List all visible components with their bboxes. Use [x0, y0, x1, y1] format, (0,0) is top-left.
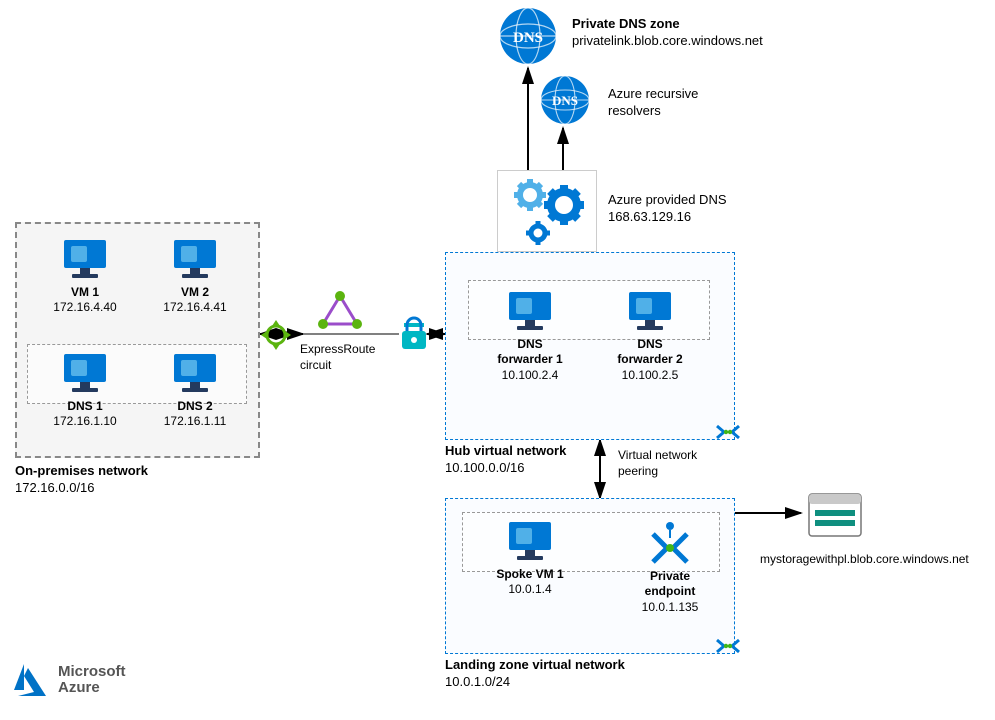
dns1-ip: 172.16.1.10: [40, 414, 130, 430]
storage-label: mystoragewithpl.blob.core.windows.net: [760, 552, 969, 568]
vm-icon: [58, 350, 112, 394]
spoke-ip: 10.0.1.4: [475, 582, 585, 598]
pe-name: Private endpoint: [620, 569, 720, 600]
private-endpoint-icon: [645, 520, 695, 564]
landing-peering-icon: [713, 636, 743, 659]
vm2-name: VM 2: [150, 285, 240, 301]
logo-l1: Microsoft: [58, 664, 126, 681]
vm1-name: VM 1: [40, 285, 130, 301]
svg-text:DNS: DNS: [513, 30, 543, 46]
vm-icon: [503, 518, 557, 562]
vm-icon: [503, 288, 557, 332]
fwd1-ip: 10.100.2.4: [475, 368, 585, 384]
hub-cidr: 10.100.0.0/16: [445, 460, 566, 477]
dns2-name: DNS 2: [150, 399, 240, 415]
private-dns-zone-icon: DNS: [498, 6, 558, 71]
dns2-node: DNS 2 172.16.1.11: [150, 350, 240, 430]
spoke-name: Spoke VM 1: [475, 567, 585, 583]
fwd2-name: DNS forwarder 2: [595, 337, 705, 368]
expressroute-label: ExpressRoute circuit: [300, 342, 375, 373]
private-dns-label: Private DNS zone privatelink.blob.core.w…: [572, 16, 763, 50]
azure-dns-title: Azure provided DNS: [608, 192, 727, 209]
azure-dns-ip: 168.63.129.16: [608, 209, 727, 226]
hub-peering-icon: [713, 422, 743, 445]
svg-text:DNS: DNS: [552, 93, 578, 108]
gateway-lock-icon: [399, 311, 429, 360]
dns1-name: DNS 1: [40, 399, 130, 415]
landing-title: Landing zone virtual network 10.0.1.0/24: [445, 657, 625, 691]
pdns-val: privatelink.blob.core.windows.net: [572, 33, 763, 50]
dns-forwarder-2-node: DNS forwarder 2 10.100.2.5: [595, 288, 705, 383]
storage-icon: [805, 490, 865, 545]
azure-logo: Microsoft Azure: [10, 660, 126, 700]
logo-l2: Azure: [58, 680, 126, 697]
expressroute-icon: [315, 290, 365, 339]
vm1-node: VM 1 172.16.4.40: [40, 236, 130, 316]
vm-icon: [168, 350, 222, 394]
azure-dns-box: [497, 170, 597, 252]
onprem-title-text: On-premises network: [15, 463, 148, 480]
spoke-vm-node: Spoke VM 1 10.0.1.4: [475, 518, 585, 598]
onprem-title: On-premises network 172.16.0.0/16: [15, 463, 148, 497]
recursive-resolvers-icon: DNS: [539, 74, 591, 131]
vm-icon: [58, 236, 112, 280]
private-endpoint-node: Private endpoint 10.0.1.135: [620, 520, 720, 615]
onprem-cidr: 172.16.0.0/16: [15, 480, 148, 497]
pe-ip: 10.0.1.135: [620, 600, 720, 616]
vm-icon: [623, 288, 677, 332]
fwd2-ip: 10.100.2.5: [595, 368, 705, 384]
vm1-ip: 172.16.4.40: [40, 300, 130, 316]
dns1-node: DNS 1 172.16.1.10: [40, 350, 130, 430]
landing-cidr: 10.0.1.0/24: [445, 674, 625, 691]
hub-title: Hub virtual network 10.100.0.0/16: [445, 443, 566, 477]
vm2-node: VM 2 172.16.4.41: [150, 236, 240, 316]
dns2-ip: 172.16.1.11: [150, 414, 240, 430]
fwd1-name: DNS forwarder 1: [475, 337, 585, 368]
recursive-label: Azure recursive resolvers: [608, 86, 698, 120]
hub-title-text: Hub virtual network: [445, 443, 566, 460]
landing-title-text: Landing zone virtual network: [445, 657, 625, 674]
azure-dns-label: Azure provided DNS 168.63.129.16: [608, 192, 727, 226]
gears-icon: [498, 171, 598, 253]
pdns-title: Private DNS zone: [572, 16, 763, 33]
green-arrows-icon: [259, 318, 293, 357]
azure-logo-icon: [10, 660, 50, 700]
vm2-ip: 172.16.4.41: [150, 300, 240, 316]
vm-icon: [168, 236, 222, 280]
peering-label: Virtual network peering: [618, 448, 697, 479]
dns-forwarder-1-node: DNS forwarder 1 10.100.2.4: [475, 288, 585, 383]
